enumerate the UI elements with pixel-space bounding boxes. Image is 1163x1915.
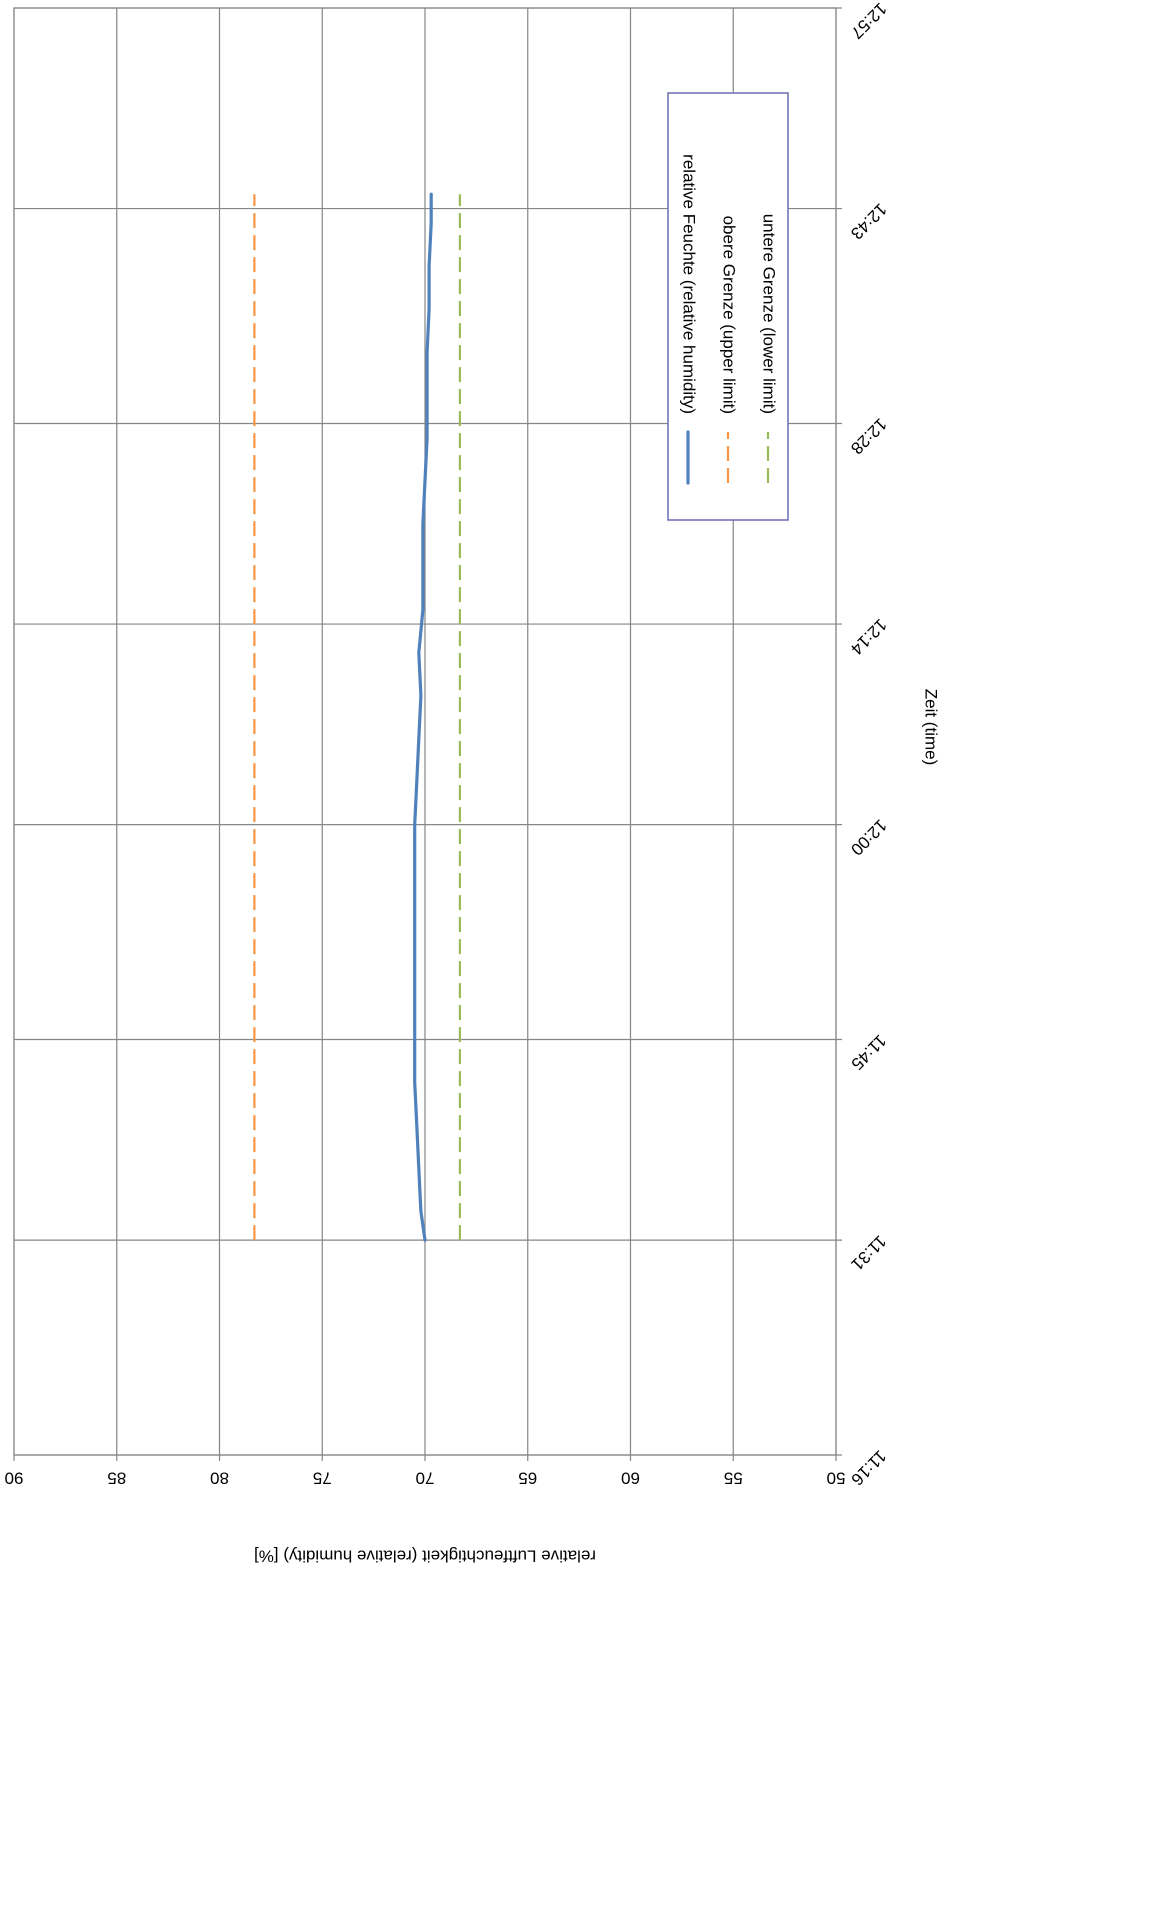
series-layer bbox=[253, 192, 461, 1242]
y-tick-label: 60 bbox=[621, 1469, 640, 1488]
y-tick-label: 65 bbox=[518, 1469, 537, 1488]
y-tick-label: 70 bbox=[416, 1469, 435, 1488]
legend-label-1: relative Feuchte (relative humidity) bbox=[680, 154, 699, 414]
legend-label-3: untere Grenze (lower limit) bbox=[760, 214, 779, 414]
y-tick-label: 90 bbox=[5, 1469, 24, 1488]
x-tick-label: 12:28 bbox=[847, 414, 891, 458]
y-tick-label: 85 bbox=[107, 1469, 126, 1488]
y-tick-label: 55 bbox=[724, 1469, 743, 1488]
x-tick-label: 12:00 bbox=[847, 816, 891, 860]
x-axis-title: Zeit (time) bbox=[922, 689, 941, 766]
x-tick-label: 12:57 bbox=[847, 0, 891, 42]
y-axis-title: relative Luftfeuchtigkeit (relative humi… bbox=[254, 1547, 596, 1566]
y-tick-label: 50 bbox=[827, 1469, 846, 1488]
x-tick-label: 11:31 bbox=[847, 1232, 890, 1275]
x-tick-label: 12:43 bbox=[847, 200, 891, 244]
x-tick-label: 11:16 bbox=[847, 1446, 890, 1489]
legend: relative Feuchte (relative humidity) ober… bbox=[667, 92, 789, 521]
legend-items: relative Feuchte (relative humidity) ober… bbox=[680, 154, 779, 485]
y-tick-label: 75 bbox=[313, 1469, 332, 1488]
x-tick-label: 11:45 bbox=[847, 1031, 890, 1074]
y-tick-label: 80 bbox=[210, 1469, 229, 1488]
x-tick-label: 12:14 bbox=[847, 615, 891, 659]
series-line-1 bbox=[413, 192, 433, 1242]
legend-label-2: obere Grenze (upper limit) bbox=[720, 216, 739, 414]
grid bbox=[13, 7, 842, 1461]
